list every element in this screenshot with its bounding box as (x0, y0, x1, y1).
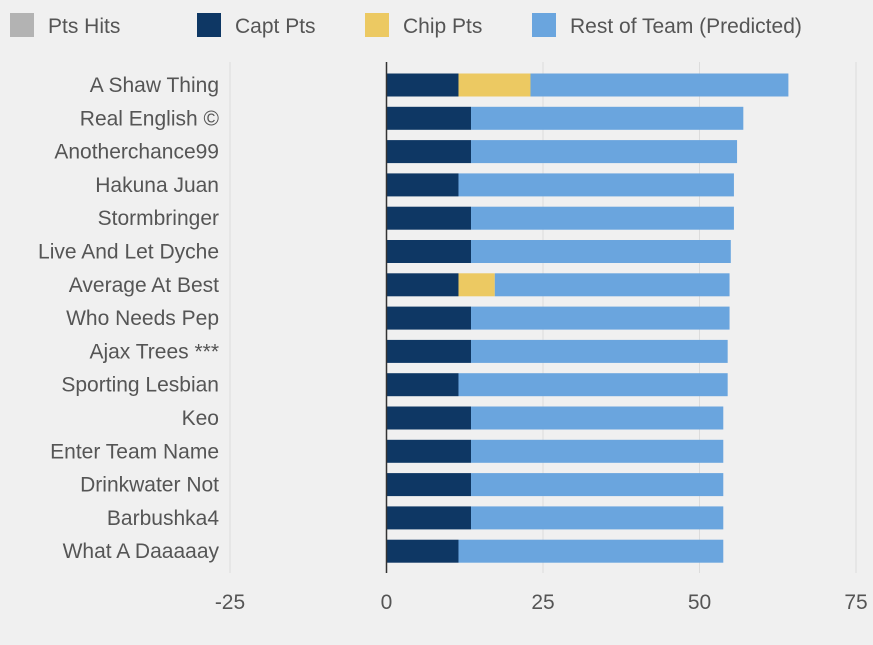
legend-swatch-pts-hits (10, 13, 34, 37)
bar-chip-pts-a-shaw-thing (458, 73, 531, 97)
category-label-average-at-best: Average At Best (69, 274, 219, 297)
bar-capt-pts-live-and-let-dyche (386, 240, 472, 263)
bar-rest-of-team-predicted-live-and-let-dyche (471, 240, 731, 263)
category-label-stormbringer: Stormbringer (98, 207, 219, 230)
legend-label-capt-pts: Capt Pts (235, 15, 316, 38)
legend-swatch-chip-pts (365, 13, 389, 37)
bar-capt-pts-average-at-best (386, 273, 459, 297)
bar-capt-pts-enter-team-name (386, 439, 472, 463)
bar-capt-pts-who-needs-pep (386, 306, 472, 330)
bar-chip-pts-average-at-best (458, 273, 495, 297)
bar-rest-of-team-predicted-stormbringer (471, 206, 734, 230)
bar-rest-of-team-predicted-average-at-best (494, 273, 730, 297)
legend-label-pts-hits: Pts Hits (48, 15, 120, 38)
bar-rest-of-team-predicted-sporting-lesbian (458, 373, 728, 397)
bar-rest-of-team-predicted-anotherchance99 (471, 140, 738, 164)
bar-rest-of-team-predicted-real-english (471, 106, 744, 130)
bar-capt-pts-keo (386, 406, 472, 430)
bar-rest-of-team-predicted-a-shaw-thing (530, 73, 789, 97)
category-label-hakuna-juan: Hakuna Juan (95, 174, 219, 197)
category-label-drinkwater-not: Drinkwater Not (80, 474, 219, 497)
category-label-sporting-lesbian: Sporting Lesbian (61, 374, 219, 397)
bar-capt-pts-real-english (386, 106, 472, 130)
category-label-who-needs-pep: Who Needs Pep (66, 307, 219, 330)
category-label-what-a-daaaaay: What A Daaaaay (63, 540, 220, 563)
category-label-enter-team-name: Enter Team Name (50, 440, 219, 463)
legend-label-rest-of-team-predicted: Rest of Team (Predicted) (570, 15, 802, 38)
bar-capt-pts-stormbringer (386, 206, 472, 230)
bar-capt-pts-ajax-trees (386, 339, 472, 363)
bar-rest-of-team-predicted-keo (471, 406, 724, 430)
legend-swatch-rest-of-team-predicted (532, 13, 556, 37)
bar-capt-pts-sporting-lesbian (386, 373, 459, 397)
category-label-keo: Keo (182, 407, 219, 430)
legend-swatch-capt-pts (197, 13, 221, 37)
category-label-barbushka4: Barbushka4 (107, 507, 219, 530)
bar-rest-of-team-predicted-hakuna-juan (458, 173, 734, 197)
bar-rest-of-team-predicted-who-needs-pep (471, 306, 730, 330)
bar-rest-of-team-predicted-drinkwater-not (471, 473, 724, 497)
bars (386, 73, 789, 563)
bar-capt-pts-drinkwater-not (386, 473, 472, 497)
x-tick-label-25: -25 (215, 591, 245, 614)
category-label-anotherchance99: Anotherchance99 (54, 141, 219, 164)
bar-capt-pts-a-shaw-thing (386, 73, 459, 97)
x-tick-label-50: 50 (688, 591, 711, 614)
x-tick-labels: -25 0 25 50 75 (215, 591, 868, 614)
category-label-live-and-let-dyche: Live And Let Dyche (38, 241, 219, 264)
legend: Pts Hits Capt Pts Chip Pts Rest of Team (Pr… (10, 13, 802, 38)
bar-capt-pts-what-a-daaaaay (386, 539, 459, 563)
bar-rest-of-team-predicted-barbushka4 (471, 506, 724, 530)
bar-capt-pts-anotherchance99 (386, 140, 472, 164)
bar-capt-pts-hakuna-juan (386, 173, 459, 197)
category-label-a-shaw-thing: A Shaw Thing (90, 74, 219, 97)
x-tick-label-0: 0 (381, 591, 393, 614)
bar-capt-pts-barbushka4 (386, 506, 472, 530)
category-label-ajax-trees: Ajax Trees *** (89, 340, 219, 363)
bar-rest-of-team-predicted-enter-team-name (471, 439, 724, 463)
x-tick-label-25: 25 (531, 591, 554, 614)
bar-rest-of-team-predicted-ajax-trees (471, 339, 728, 363)
category-labels: A Shaw Thing Real English © Anotherchance9… (38, 74, 219, 563)
category-label-real-english: Real English © (80, 107, 220, 130)
legend-label-chip-pts: Chip Pts (403, 15, 482, 38)
x-tick-label-75: 75 (844, 591, 867, 614)
bar-rest-of-team-predicted-what-a-daaaaay (458, 539, 724, 563)
